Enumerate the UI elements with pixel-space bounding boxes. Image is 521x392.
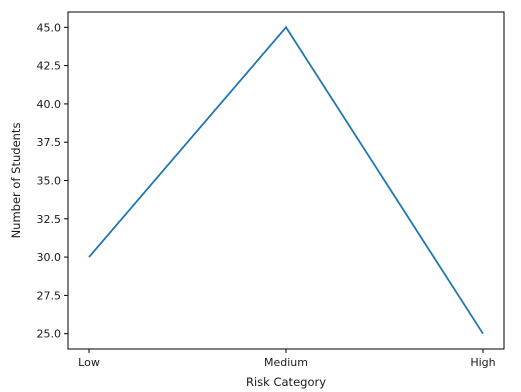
y-axis-ticks: 25.0 27.5 30.0 32.5 35.0 37.5 40.0 42.5 45.0 <box>37 21 68 341</box>
y-tick-label: 42.5 <box>37 60 62 73</box>
y-tick-label: 40.0 <box>37 98 62 111</box>
y-tick-label: 25.0 <box>37 328 62 341</box>
y-tick-label: 37.5 <box>37 136 62 149</box>
plot-area-frame <box>67 11 505 350</box>
x-axis-label: Risk Category <box>246 375 326 389</box>
y-tick-label: 30.0 <box>37 251 62 264</box>
x-tick-label-medium: Medium <box>264 356 308 369</box>
y-tick-label: 35.0 <box>37 175 62 188</box>
x-tick-label-high: High <box>470 356 495 369</box>
y-tick-label: 45.0 <box>37 21 62 34</box>
y-tick-label: 32.5 <box>37 213 62 226</box>
y-tick-label: 27.5 <box>37 289 62 302</box>
x-tick-label-low: Low <box>78 356 100 369</box>
series-layer <box>88 25 484 335</box>
x-axis-ticks: Low Medium High <box>78 349 496 369</box>
y-axis-label: Number of Students <box>9 123 23 239</box>
series-line-0 <box>88 25 484 335</box>
